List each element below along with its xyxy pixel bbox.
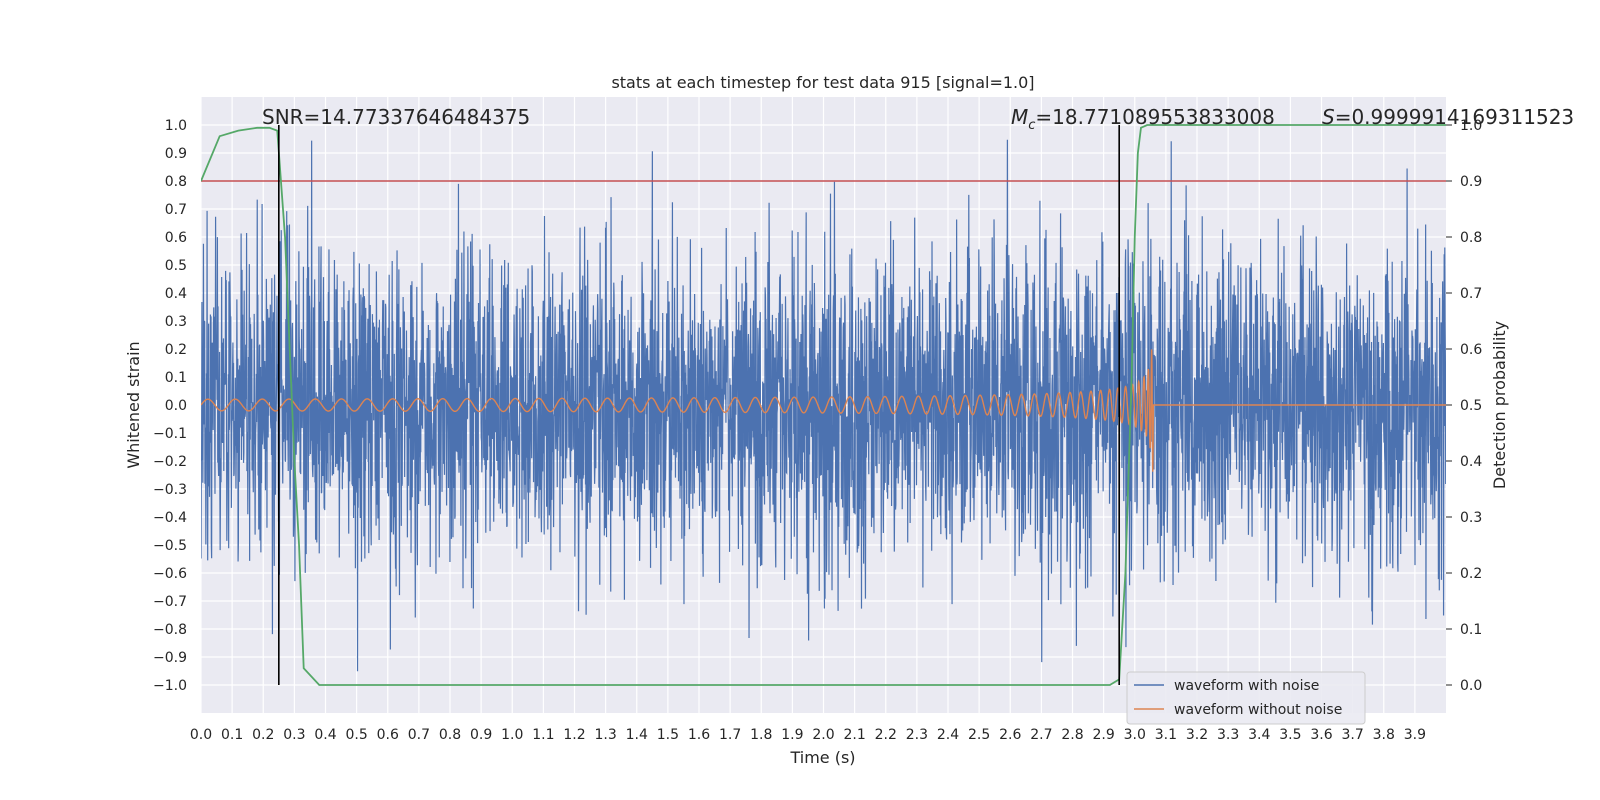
y-tick-label: −0.5 — [153, 538, 187, 554]
y-tick-label: 0.0 — [165, 398, 187, 414]
y2-tick-label: 0.8 — [1460, 230, 1482, 246]
y-tick-label: 1.0 — [165, 118, 187, 134]
x-tick-label: 2.3 — [906, 727, 928, 743]
legend-box — [1126, 671, 1366, 725]
x-tick-label: 3.4 — [1248, 727, 1270, 743]
mc-annotation: Mc=18.771089553833008 — [1011, 105, 1275, 133]
y-tick-label: 0.4 — [165, 286, 187, 302]
x-tick-label: 2.6 — [999, 727, 1021, 743]
x-tick-label: 2.0 — [812, 727, 834, 743]
x-tick-label: 3.2 — [1186, 727, 1208, 743]
x-tick-label: 0.5 — [345, 727, 367, 743]
legend: waveform with noise waveform without noi… — [1126, 671, 1366, 725]
x-tick-label: 1.2 — [563, 727, 585, 743]
y2-tick-label: 0.7 — [1460, 286, 1482, 302]
s-symbol: S — [1322, 105, 1335, 129]
legend-label-clean: waveform without noise — [1174, 702, 1342, 718]
x-tick-label: 2.7 — [1030, 727, 1052, 743]
y2-axis-label: Detection probability — [1490, 321, 1509, 489]
series-waveform-without-noise — [201, 349, 1446, 472]
s-annotation: S=0.9999914169311523 — [1322, 105, 1574, 129]
mc-subscript: c — [1028, 118, 1035, 133]
series-detection-probability — [201, 124, 1446, 686]
x-tick-label: 1.3 — [594, 727, 616, 743]
y-tick-label: −0.8 — [153, 622, 187, 638]
y-tick-label: 0.8 — [165, 174, 187, 190]
x-tick-label: 1.6 — [688, 727, 710, 743]
y2-tick-label: 0.0 — [1460, 678, 1482, 694]
x-tick-label: 2.4 — [937, 727, 959, 743]
x-tick-label: 1.9 — [781, 727, 803, 743]
x-tick-label: 2.9 — [1092, 727, 1114, 743]
x-tick-label: 1.5 — [657, 727, 679, 743]
y2-tick-label: 0.5 — [1460, 398, 1482, 414]
x-tick-label: 3.7 — [1341, 727, 1363, 743]
y-tick-label: 0.6 — [165, 230, 187, 246]
x-tick-label: 0.2 — [252, 727, 274, 743]
x-tick-label: 3.5 — [1279, 727, 1301, 743]
y-tick-label: 0.1 — [165, 370, 187, 386]
y-tick-label: −0.3 — [153, 482, 187, 498]
x-tick-label: 2.2 — [875, 727, 897, 743]
x-tick-label: 0.8 — [439, 727, 461, 743]
x-tick-label: 0.3 — [283, 727, 305, 743]
y2-tick-label: 0.4 — [1460, 454, 1482, 470]
series-layer — [201, 124, 1446, 686]
y-tick-label: 0.9 — [165, 146, 187, 162]
y2-tick-label: 0.1 — [1460, 622, 1482, 638]
y2-tick-label: 0.9 — [1460, 174, 1482, 190]
x-tick-label: 3.9 — [1404, 727, 1426, 743]
x-tick-label: 1.7 — [719, 727, 741, 743]
s-value: =0.9999914169311523 — [1335, 105, 1574, 129]
x-tick-label: 0.9 — [470, 727, 492, 743]
x-tick-labels: 0.0 0.1 0.2 0.3 0.4 0.5 0.6 0.7 0.8 0.9 1.0 1.1 1.2 1… — [190, 727, 1426, 743]
y2-tick-label: 0.6 — [1460, 342, 1482, 358]
x-tick-label: 3.3 — [1217, 727, 1239, 743]
x-tick-label: 2.8 — [1061, 727, 1083, 743]
y-tick-labels: 1.0 0.9 0.8 0.7 0.6 0.5 0.4 0.3 0.2 0.1 0.0 −0.1 −0.… — [153, 118, 187, 694]
chart-title: stats at each timestep for test data 915… — [611, 73, 1034, 92]
x-tick-label: 0.4 — [314, 727, 336, 743]
y-tick-label: −0.6 — [153, 566, 187, 582]
series-waveform-with-noise — [201, 139, 1446, 672]
y-tick-label: 0.7 — [165, 202, 187, 218]
y-tick-label: −0.1 — [153, 426, 187, 442]
x-tick-label: 0.6 — [377, 727, 399, 743]
y-axis-label: Whitened strain — [124, 341, 143, 468]
y-tick-label: −1.0 — [153, 678, 187, 694]
x-tick-label: 2.1 — [843, 727, 865, 743]
y2-tick-labels: 1.0 0.9 0.8 0.7 0.6 0.5 0.4 0.3 0.2 0.1 0.0 — [1446, 118, 1482, 694]
x-tick-label: 3.1 — [1155, 727, 1177, 743]
snr-annotation: SNR=14.77337646484375 — [262, 105, 530, 129]
y-tick-label: 0.5 — [165, 258, 187, 274]
x-tick-label: 0.1 — [221, 727, 243, 743]
y2-tick-label: 0.3 — [1460, 510, 1482, 526]
y-tick-label: 0.2 — [165, 342, 187, 358]
mc-symbol: M — [1011, 105, 1028, 129]
x-tick-label: 1.0 — [501, 727, 523, 743]
y2-tick-label: 1.0 — [1460, 118, 1482, 134]
x-axis-label: Time (s) — [789, 748, 855, 767]
y2-tick-label: 0.2 — [1460, 566, 1482, 582]
y-tick-label: −0.7 — [153, 594, 187, 610]
y-tick-label: −0.2 — [153, 454, 187, 470]
x-tick-label: 3.6 — [1310, 727, 1332, 743]
y-tick-label: −0.9 — [153, 650, 187, 666]
legend-label-noise: waveform with noise — [1174, 678, 1319, 694]
x-tick-label: 1.1 — [532, 727, 554, 743]
x-tick-label: 1.4 — [626, 727, 648, 743]
x-tick-label: 3.0 — [1124, 727, 1146, 743]
y-tick-label: −0.4 — [153, 510, 187, 526]
mc-value: =18.771089553833008 — [1035, 105, 1274, 129]
x-tick-label: 3.8 — [1373, 727, 1395, 743]
x-tick-label: 0.7 — [408, 727, 430, 743]
y-tick-label: 0.3 — [165, 314, 187, 330]
x-tick-label: 0.0 — [190, 727, 212, 743]
x-tick-label: 1.8 — [750, 727, 772, 743]
x-tick-label: 2.5 — [968, 727, 990, 743]
